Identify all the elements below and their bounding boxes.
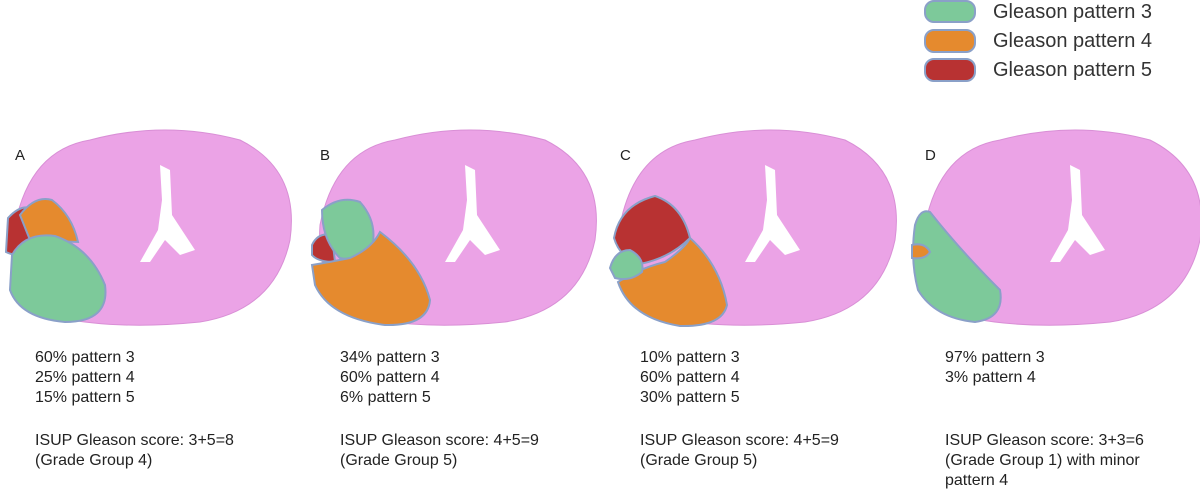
score-line: ISUP Gleason score: 3+5=8 [35,432,234,449]
legend [924,0,976,82]
composition-line: 3% pattern 4 [945,369,1036,386]
legend-label: Gleason pattern 3 [993,1,1152,23]
score-line: ISUP Gleason score: 4+5=9 [640,432,839,449]
lumen [745,165,800,262]
lesion-shapes [4,194,1002,328]
lesion-pattern-4 [911,243,932,260]
score-line: ISUP Gleason score: 4+5=9 [340,432,539,449]
score-line: pattern 4 [945,472,1008,489]
lesion-pattern-4 [616,236,729,328]
composition-line: 34% pattern 3 [340,349,440,366]
tissue-sections [14,129,1200,326]
score-line: (Grade Group 5) [640,452,757,469]
score-line: (Grade Group 4) [35,452,152,469]
composition-line: 15% pattern 5 [35,389,135,406]
score-line: ISUP Gleason score: 3+3=6 [945,432,1144,449]
lesion-pattern-4 [310,230,432,327]
composition-line: 25% pattern 4 [35,369,135,386]
composition-line: 30% pattern 5 [640,389,740,406]
legend-label: Gleason pattern 4 [993,30,1152,52]
composition-line: 60% pattern 4 [340,369,440,386]
legend-swatch [924,0,976,23]
lesion-pattern-3 [608,248,644,281]
composition-line: 60% pattern 3 [35,349,135,366]
panel-letter: C [620,147,631,164]
composition-line: 97% pattern 3 [945,349,1045,366]
lesion-pattern-3 [912,210,1002,324]
score-line: (Grade Group 1) with minor [945,452,1140,469]
legend-swatch [924,29,976,53]
lesion-pattern-4 [18,198,80,244]
lesion-pattern-3 [8,234,107,324]
lumen [140,165,195,262]
legend-swatch [924,58,976,82]
legend-label: Gleason pattern 5 [993,59,1152,81]
composition-line: 6% pattern 5 [340,389,431,406]
lumen [1050,165,1105,262]
lumen [445,165,500,262]
score-line: (Grade Group 5) [340,452,457,469]
panel-letter: D [925,147,936,164]
composition-line: 60% pattern 4 [640,369,740,386]
composition-line: 10% pattern 3 [640,349,740,366]
panel-letter: A [15,147,25,164]
panel-letter: B [320,147,330,164]
